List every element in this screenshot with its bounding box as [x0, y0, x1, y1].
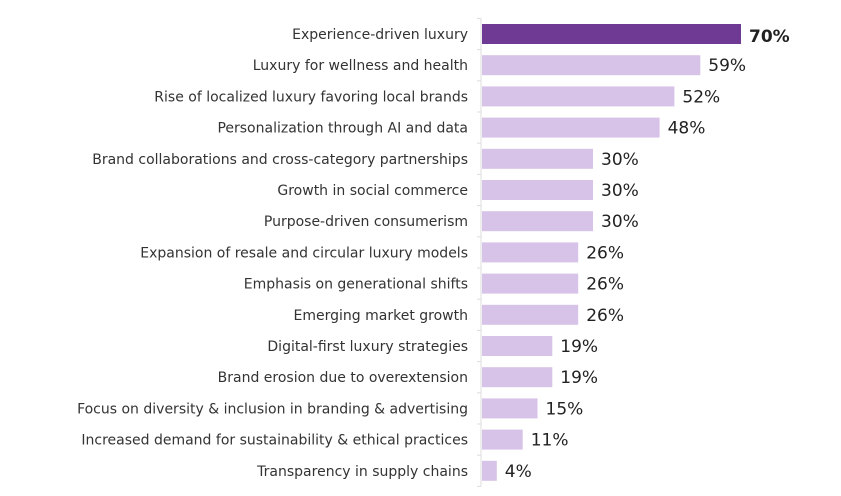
bar — [482, 367, 553, 388]
category-label: Experience-driven luxury — [292, 27, 468, 43]
category-label: Brand collaborations and cross-category … — [92, 152, 468, 168]
category-label: Purpose-driven consumerism — [264, 214, 468, 230]
category-label: Personalization through AI and data — [217, 121, 468, 137]
value-label: 52% — [682, 87, 720, 107]
value-label: 30% — [601, 150, 639, 170]
value-label: 59% — [708, 56, 746, 76]
value-label: 26% — [586, 243, 624, 263]
category-label: Focus on diversity & inclusion in brandi… — [77, 401, 468, 417]
bar — [482, 429, 523, 450]
value-label: 26% — [586, 306, 624, 326]
category-label: Expansion of resale and circular luxury … — [140, 245, 468, 261]
bar — [482, 148, 593, 169]
bar — [482, 336, 553, 356]
category-label: Rise of localized luxury favoring local … — [154, 89, 468, 105]
category-label: Brand erosion due to overextension — [218, 370, 468, 386]
value-label: 30% — [601, 212, 639, 232]
category-label: Emphasis on generational shifts — [244, 277, 468, 293]
value-label: 4% — [505, 462, 532, 482]
category-label: Increased demand for sustainability & et… — [81, 433, 468, 449]
value-label: 19% — [560, 337, 598, 357]
category-label: Luxury for wellness and health — [253, 58, 468, 74]
bar — [482, 460, 497, 481]
value-label: 30% — [601, 181, 639, 201]
bar — [482, 398, 538, 419]
value-label: 48% — [668, 119, 706, 139]
category-label: Emerging market growth — [294, 308, 468, 324]
bar — [482, 55, 701, 76]
bar — [482, 242, 579, 263]
value-label: 11% — [531, 431, 569, 451]
category-label: Transparency in supply chains — [256, 464, 468, 480]
bar — [482, 211, 593, 232]
category-label: Growth in social commerce — [277, 183, 468, 199]
value-label: 15% — [546, 399, 584, 419]
value-label: 19% — [560, 368, 598, 388]
bar — [482, 86, 675, 107]
value-label: 70% — [749, 27, 790, 47]
category-label: Digital-first luxury strategies — [267, 339, 468, 355]
bar — [482, 304, 579, 325]
bar — [482, 117, 660, 138]
bar — [482, 180, 593, 200]
bar — [482, 24, 741, 44]
value-label: 26% — [586, 275, 624, 295]
bar — [482, 273, 579, 294]
